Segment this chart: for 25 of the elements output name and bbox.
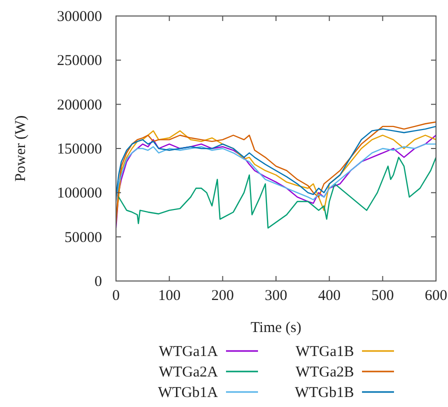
- legend-label: WTGa2B: [296, 364, 354, 380]
- y-tick-label: 250000: [57, 53, 102, 70]
- x-tick-label: 300: [264, 288, 288, 304]
- x-tick-label: 200: [211, 288, 234, 304]
- y-tick-label: 100000: [57, 186, 102, 202]
- legend-label: WTGa1B: [296, 344, 354, 360]
- x-tick-label: 500: [371, 288, 394, 304]
- line-series: [116, 143, 436, 202]
- x-tick-label: 400: [318, 288, 341, 304]
- x-axis-title: Time (s): [250, 320, 302, 336]
- y-tick-label: 0: [94, 274, 102, 290]
- legend-label: WTGa2A: [158, 364, 218, 380]
- y-tick-label: 300000: [57, 9, 102, 25]
- y-axis-title: Power (W): [13, 115, 29, 182]
- x-tick-label: 600: [424, 288, 448, 304]
- x-tick-label: 100: [158, 288, 181, 304]
- y-tick-label: 150000: [57, 142, 102, 158]
- x-tick-label: 0: [112, 288, 120, 304]
- line-series: [116, 126, 436, 198]
- legend-label: WTGb1A: [158, 385, 218, 401]
- y-tick-label: 200000: [57, 97, 102, 114]
- legend-label: WTGb1B: [294, 385, 354, 401]
- legend-label: WTGa1A: [158, 344, 218, 360]
- y-tick-label: 50000: [64, 230, 102, 246]
- line-series: [116, 156, 436, 229]
